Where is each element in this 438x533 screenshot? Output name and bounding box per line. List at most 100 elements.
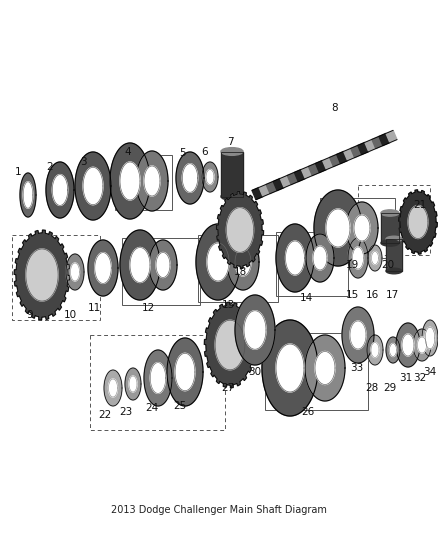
Bar (386, 239, 402, 271)
Polygon shape (413, 329, 431, 361)
Polygon shape (109, 379, 117, 397)
Text: 13: 13 (221, 300, 235, 310)
Text: 25: 25 (173, 401, 187, 411)
Polygon shape (252, 188, 263, 199)
Polygon shape (88, 240, 118, 296)
Polygon shape (422, 320, 438, 356)
Polygon shape (244, 311, 266, 349)
Polygon shape (386, 131, 397, 143)
Polygon shape (206, 169, 214, 184)
Polygon shape (120, 162, 140, 200)
Bar (386, 239, 402, 271)
Polygon shape (313, 246, 327, 270)
Polygon shape (235, 248, 251, 276)
Polygon shape (144, 166, 160, 196)
Polygon shape (207, 243, 229, 281)
Polygon shape (396, 323, 420, 367)
Polygon shape (354, 215, 370, 241)
Text: 6: 6 (201, 147, 208, 157)
Text: 2013 Dodge Challenger Main Shaft Diagram: 2013 Dodge Challenger Main Shaft Diagram (111, 505, 327, 515)
Polygon shape (425, 327, 435, 349)
Text: 20: 20 (381, 260, 395, 270)
Polygon shape (371, 343, 379, 358)
Polygon shape (371, 252, 378, 264)
Polygon shape (226, 208, 254, 252)
Bar (276, 232, 348, 296)
Polygon shape (294, 169, 305, 182)
Polygon shape (227, 234, 259, 290)
Polygon shape (144, 350, 172, 406)
Polygon shape (315, 351, 335, 384)
Text: 12: 12 (141, 303, 155, 313)
Polygon shape (379, 133, 390, 146)
Text: 26: 26 (301, 407, 314, 417)
Polygon shape (150, 362, 166, 393)
Polygon shape (266, 181, 277, 193)
Text: 19: 19 (346, 260, 359, 270)
Polygon shape (348, 238, 368, 278)
Polygon shape (346, 202, 378, 254)
Bar (12, 235, 100, 320)
Polygon shape (368, 245, 382, 271)
Text: 34: 34 (424, 367, 437, 377)
Polygon shape (353, 247, 364, 269)
Text: 31: 31 (399, 373, 413, 383)
Polygon shape (120, 230, 160, 300)
Polygon shape (342, 307, 374, 363)
Text: 5: 5 (179, 148, 185, 158)
Text: 27: 27 (221, 383, 235, 393)
Bar (221, 151, 243, 197)
Bar (358, 185, 430, 255)
Polygon shape (306, 234, 334, 282)
Polygon shape (182, 164, 198, 192)
Text: 24: 24 (145, 403, 159, 413)
Polygon shape (273, 179, 284, 191)
Polygon shape (365, 140, 376, 151)
Bar (122, 238, 200, 305)
Text: 10: 10 (64, 310, 77, 320)
Polygon shape (129, 376, 137, 392)
Text: 7: 7 (227, 137, 233, 147)
Bar (381, 213, 399, 243)
Ellipse shape (386, 268, 402, 274)
Text: 22: 22 (99, 410, 112, 420)
Text: 23: 23 (120, 407, 133, 417)
Polygon shape (337, 151, 348, 164)
Polygon shape (322, 157, 333, 169)
Polygon shape (176, 152, 204, 204)
Polygon shape (350, 321, 366, 349)
Polygon shape (399, 190, 437, 254)
Polygon shape (389, 343, 396, 357)
Polygon shape (202, 162, 218, 192)
Polygon shape (314, 190, 362, 266)
Text: 29: 29 (383, 383, 397, 393)
Polygon shape (308, 164, 319, 175)
Polygon shape (52, 175, 68, 205)
Text: 8: 8 (332, 103, 338, 113)
Polygon shape (358, 142, 369, 155)
Polygon shape (402, 334, 414, 356)
Text: 32: 32 (413, 373, 427, 383)
Ellipse shape (381, 240, 399, 246)
Polygon shape (46, 162, 74, 218)
Polygon shape (23, 182, 33, 208)
Bar (320, 198, 395, 258)
Polygon shape (95, 253, 111, 284)
Polygon shape (408, 206, 428, 238)
Polygon shape (276, 344, 304, 392)
Polygon shape (351, 146, 362, 158)
Text: 11: 11 (87, 303, 101, 313)
Polygon shape (14, 230, 70, 320)
Polygon shape (262, 320, 318, 416)
Polygon shape (326, 209, 350, 247)
Polygon shape (315, 160, 326, 173)
Polygon shape (167, 338, 203, 406)
Polygon shape (136, 151, 168, 211)
Polygon shape (71, 263, 80, 281)
Text: 17: 17 (385, 290, 399, 300)
Bar (381, 213, 399, 243)
Polygon shape (386, 337, 400, 363)
Ellipse shape (221, 148, 243, 155)
Text: 1: 1 (15, 167, 21, 177)
Text: 15: 15 (346, 290, 359, 300)
